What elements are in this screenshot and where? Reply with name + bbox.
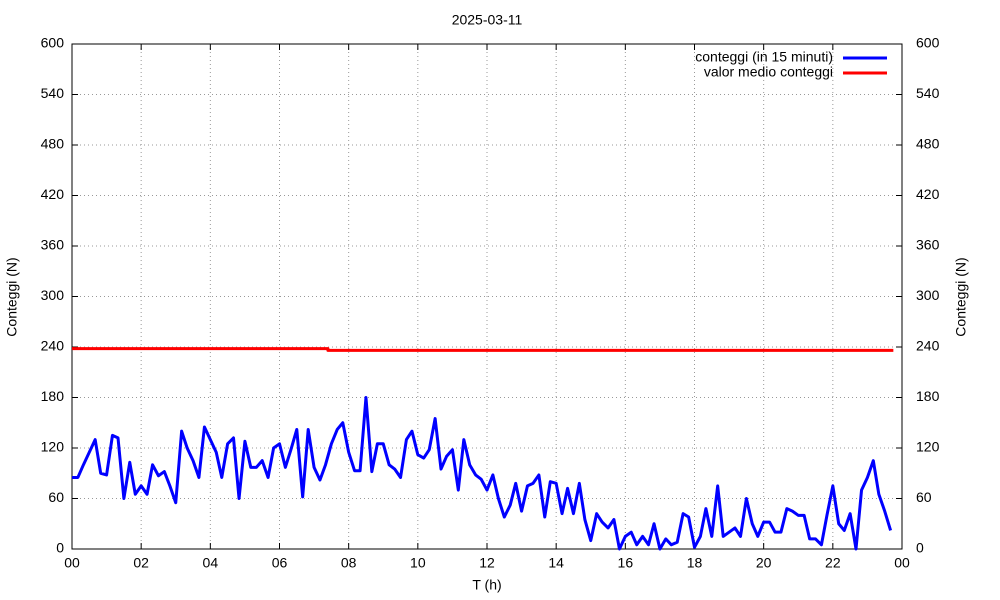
x-tick-label: 16 [618,555,634,571]
y-tick-label: 480 [41,136,65,152]
y2-tick-label: 480 [916,136,940,152]
y-tick-label: 180 [41,388,65,404]
y2-tick-label: 600 [916,35,940,51]
x-tick-label: 06 [272,555,288,571]
y2-tick-label: 300 [916,287,940,303]
x-tick-label: 22 [825,555,841,571]
data-line [72,396,893,551]
y-tick-label: 360 [41,237,65,253]
y-tick-label: 120 [41,439,65,455]
legend-label: valor medio conteggi [704,64,833,80]
x-axis-label: T (h) [472,577,501,593]
x-tick-label: 08 [341,555,357,571]
x-tick-label: 14 [548,555,564,571]
x-tick-label: 02 [133,555,149,571]
y2-tick-label: 180 [916,388,940,404]
y2-tick-label: 540 [916,85,940,101]
chart-title: 2025-03-11 [452,12,523,28]
y-tick-label: 600 [41,35,65,51]
y2-tick-label: 240 [916,338,940,354]
x-tick-label: 12 [479,555,495,571]
y-tick-label: 60 [48,489,64,505]
x-tick-label: 18 [687,555,703,571]
y2-tick-label: 0 [916,540,924,556]
x-tick-label: 00 [894,555,910,571]
y2-tick-label: 360 [916,237,940,253]
y-tick-label: 0 [56,540,64,556]
y2-tick-label: 420 [916,186,940,202]
y2-tick-label: 60 [916,489,932,505]
x-tick-label: 04 [203,555,219,571]
legend-label: conteggi (in 15 minuti) [695,49,833,65]
y2-axis-label: Conteggi (N) [953,257,969,336]
y-tick-label: 420 [41,186,65,202]
y-tick-label: 300 [41,287,65,303]
x-tick-label: 10 [410,555,426,571]
y-axis-label: Conteggi (N) [4,257,20,336]
y-tick-label: 540 [41,85,65,101]
data-line [72,347,894,352]
y2-tick-label: 120 [916,439,940,455]
y-tick-label: 240 [41,338,65,354]
x-tick-label: 20 [756,555,772,571]
x-tick-label: 00 [64,555,80,571]
